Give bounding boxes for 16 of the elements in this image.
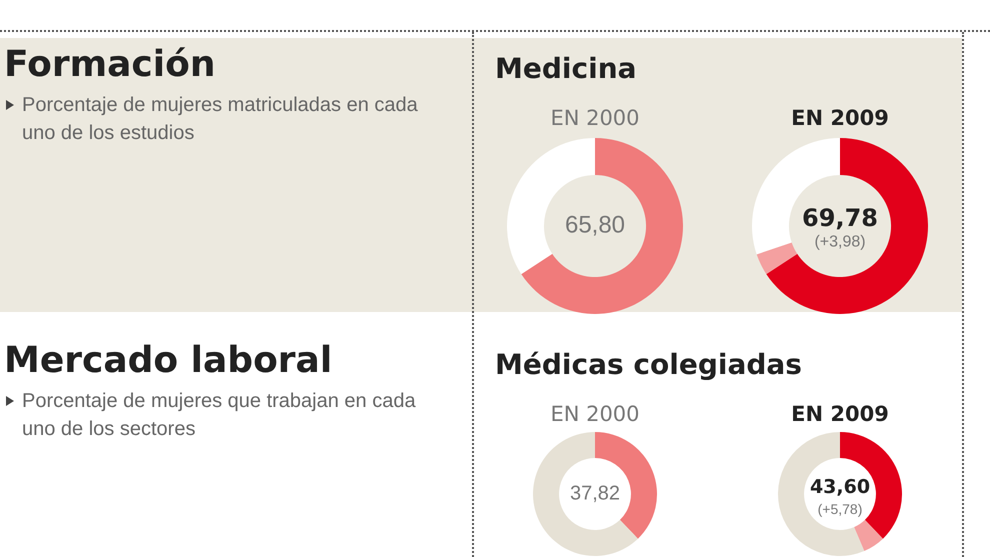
- chart-title: Medicina: [495, 52, 637, 85]
- chart-subtitle: EN 2000: [549, 402, 641, 426]
- text: (+3,98): [814, 233, 866, 250]
- chart-title: Médicas colegiadas: [495, 348, 802, 381]
- chart-subtitle: EN 2009: [790, 402, 890, 426]
- text: 69,78: [802, 204, 878, 232]
- chart-subtitle: EN 2009: [790, 106, 890, 130]
- chart-subtitle: EN 2000: [549, 106, 641, 130]
- text: Porcentaje de mujeres que trabajan en cada uno de los sectores: [22, 390, 416, 440]
- text: Mercado laboral: [4, 340, 334, 381]
- text: Porcentaje de mujeres matriculadas en cada uno de los estudios: [22, 94, 418, 144]
- text: 43,60: [810, 476, 870, 498]
- text: Formación: [4, 44, 216, 85]
- text: 65,80: [564, 212, 626, 239]
- text: (+5,78): [818, 500, 862, 517]
- text: 37,82: [570, 482, 620, 505]
